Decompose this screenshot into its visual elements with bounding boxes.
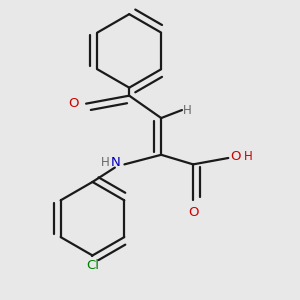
Text: O: O bbox=[188, 206, 198, 219]
Text: O: O bbox=[230, 150, 240, 163]
Text: H: H bbox=[244, 150, 253, 163]
Text: H: H bbox=[101, 156, 110, 169]
Text: Cl: Cl bbox=[86, 259, 99, 272]
Text: H: H bbox=[182, 103, 191, 117]
Text: O: O bbox=[68, 97, 79, 110]
Text: N: N bbox=[110, 156, 120, 169]
